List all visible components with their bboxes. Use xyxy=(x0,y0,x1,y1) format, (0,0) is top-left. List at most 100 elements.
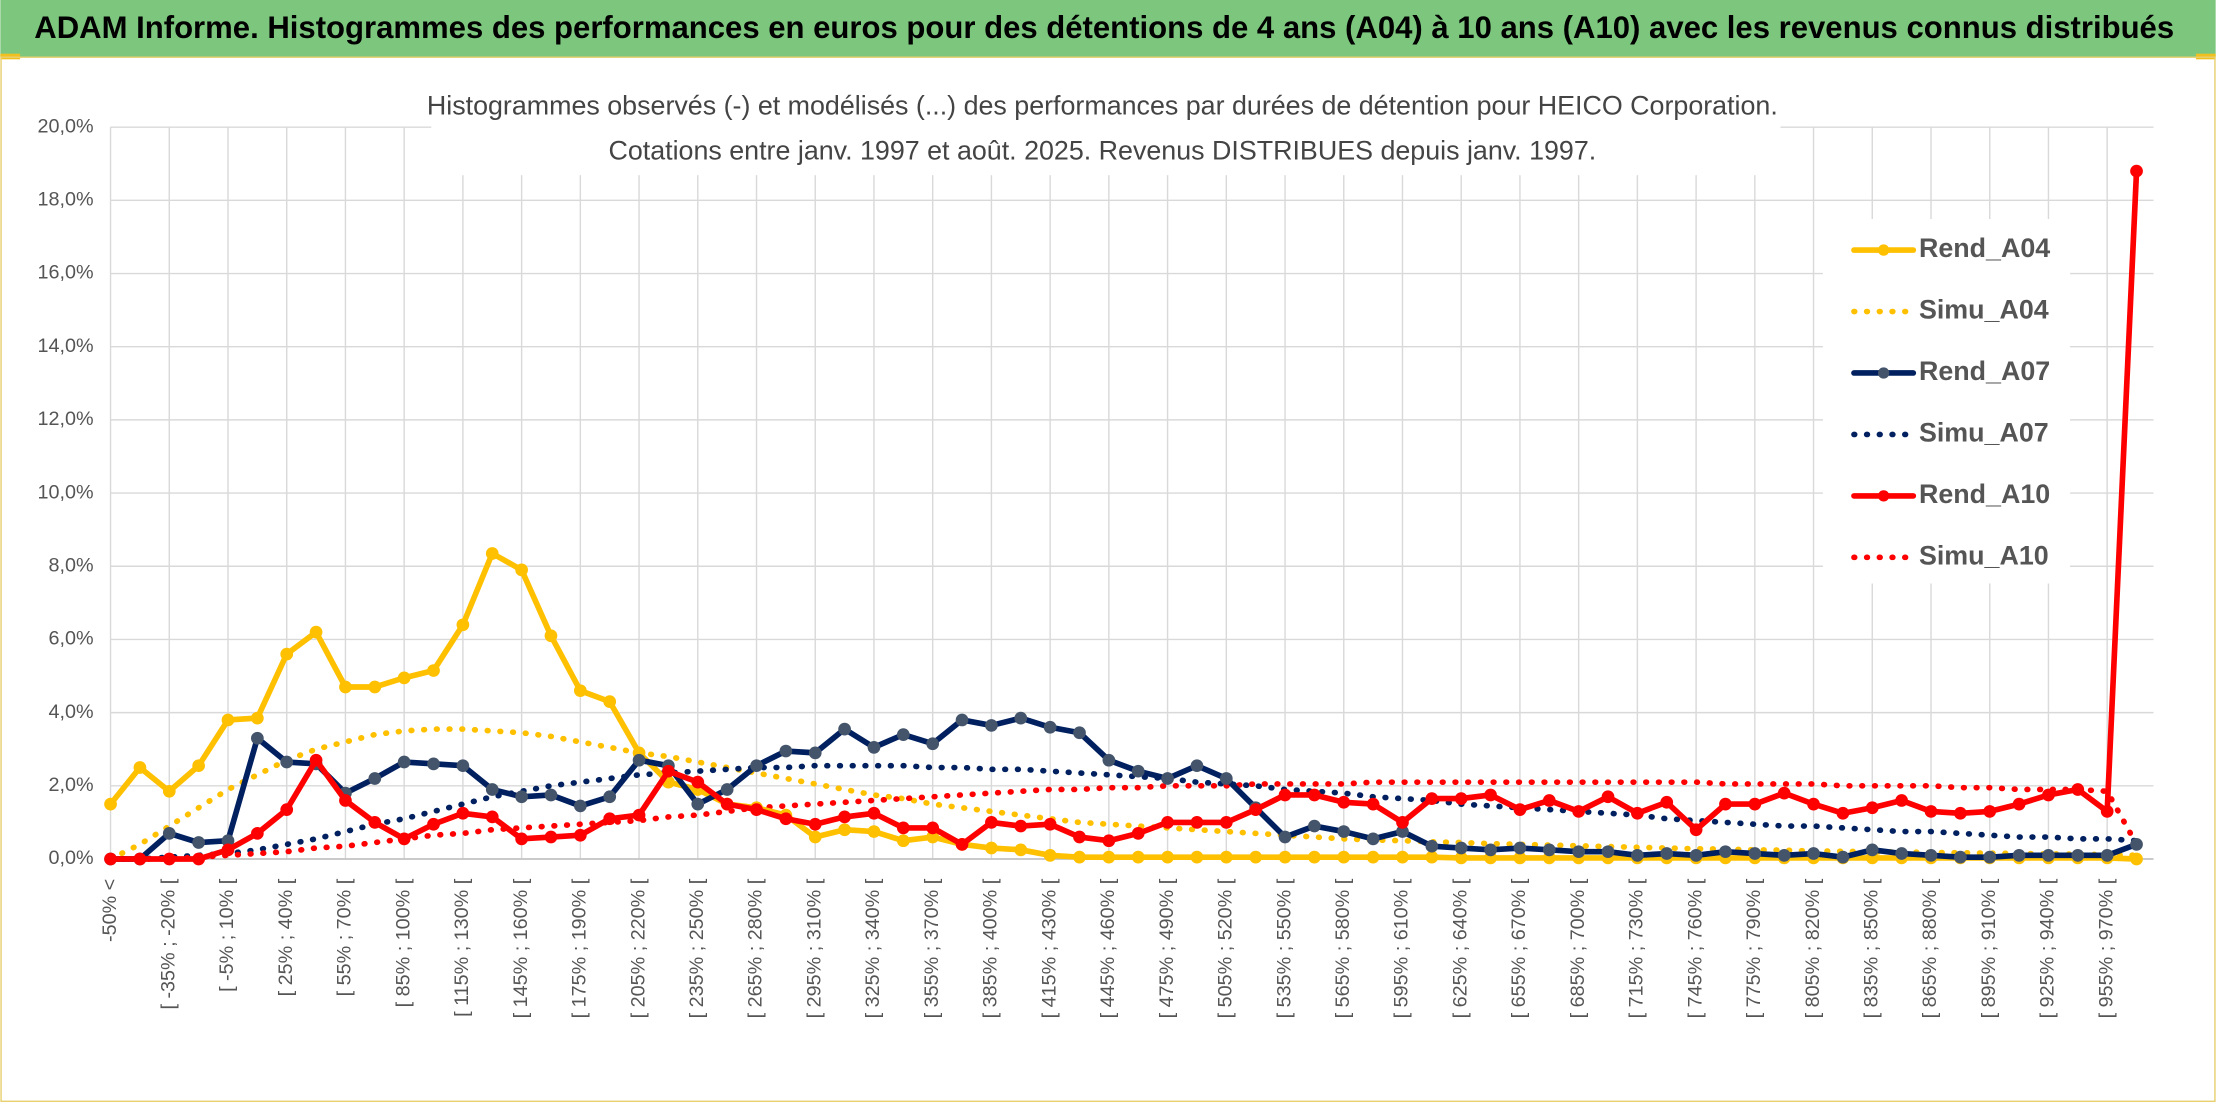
marker xyxy=(838,823,851,837)
marker xyxy=(896,821,910,835)
marker xyxy=(1631,806,1644,820)
x-tick-label: [ 145% ; 160% [ xyxy=(510,878,532,1018)
marker xyxy=(1836,850,1850,864)
marker xyxy=(779,744,793,758)
marker xyxy=(1631,848,1644,862)
marker xyxy=(1249,850,1263,864)
marker xyxy=(192,852,205,866)
marker xyxy=(955,838,969,851)
marker xyxy=(2130,838,2143,851)
marker xyxy=(1131,850,1145,864)
marker xyxy=(397,671,411,685)
marker xyxy=(985,719,998,732)
marker xyxy=(838,722,851,736)
x-tick-label: [ 715% ; 730% [ xyxy=(1626,878,1648,1018)
marker xyxy=(1278,850,1292,864)
header-title: ADAM Informe. Histogrammes des performan… xyxy=(34,10,2174,45)
x-tick-label: [ 925% ; 940% [ xyxy=(2037,878,2059,1018)
marker xyxy=(251,731,264,745)
marker xyxy=(397,755,411,769)
marker xyxy=(1161,772,1174,785)
legend: Rend_A04 Simu_A04 Rend_A07 Simu_A07 Rend_A10… xyxy=(1822,218,2071,584)
marker xyxy=(1425,839,1439,853)
marker xyxy=(1425,850,1439,864)
marker xyxy=(808,746,822,760)
marker xyxy=(280,803,294,816)
marker xyxy=(1924,805,1938,818)
marker xyxy=(1719,845,1732,859)
x-tick-label: [ 175% ; 190% [ xyxy=(569,878,591,1018)
marker xyxy=(1337,850,1351,864)
plot xyxy=(104,164,2143,866)
marker xyxy=(515,832,528,846)
marker xyxy=(251,711,264,725)
marker xyxy=(808,830,822,844)
marker xyxy=(1542,843,1556,857)
marker xyxy=(1865,843,1879,857)
marker xyxy=(192,836,205,849)
x-tick-label: [ 865% ; 880% [ xyxy=(1919,878,1941,1018)
marker xyxy=(573,828,587,842)
marker xyxy=(1366,850,1380,864)
marker xyxy=(368,680,382,694)
marker xyxy=(1249,803,1263,816)
marker xyxy=(1014,711,1028,725)
marker xyxy=(251,827,264,840)
marker xyxy=(867,806,881,820)
legend-label: Rend_A04 xyxy=(1919,233,2050,263)
y-tick-label: 4,0% xyxy=(49,701,94,723)
marker xyxy=(485,783,499,796)
marker xyxy=(1190,759,1204,773)
marker xyxy=(573,684,587,698)
marker xyxy=(544,788,558,802)
x-tick-label: [ -5% ; 10% [ xyxy=(216,878,238,992)
x-tick-label: [ 595% ; 610% [ xyxy=(1391,878,1413,1018)
marker xyxy=(280,755,294,769)
x-tick-label: [ 475% ; 490% [ xyxy=(1156,878,1178,1018)
legend-box xyxy=(1822,218,2071,584)
x-tick-label: [ 805% ; 820% [ xyxy=(1802,878,1824,1018)
x-tick-label: [ 205% ; 220% [ xyxy=(627,878,649,1018)
x-tick-label: [ 355% ; 370% [ xyxy=(921,878,943,1018)
marker xyxy=(1366,797,1380,811)
marker xyxy=(397,832,411,846)
marker xyxy=(427,757,440,771)
x-tick-label: [ 775% ; 790% [ xyxy=(1743,878,1765,1018)
marker xyxy=(1308,819,1321,833)
marker xyxy=(544,830,558,844)
marker xyxy=(1836,806,1850,820)
y-tick-label: 6,0% xyxy=(49,628,94,650)
marker xyxy=(339,794,352,807)
marker xyxy=(1572,805,1586,818)
marker xyxy=(2071,848,2085,862)
marker xyxy=(1190,850,1204,864)
observed-line xyxy=(107,715,2140,862)
marker xyxy=(1043,720,1057,734)
marker xyxy=(779,812,793,826)
marker xyxy=(1102,850,1116,864)
marker xyxy=(1983,805,1997,818)
marker xyxy=(750,759,763,773)
marker xyxy=(867,825,881,838)
marker xyxy=(1161,850,1174,864)
marker xyxy=(1337,795,1351,809)
marker xyxy=(221,843,235,857)
marker xyxy=(1308,850,1321,864)
x-tick-label: [ 505% ; 520% [ xyxy=(1215,878,1237,1018)
marker xyxy=(1777,786,1791,800)
x-tick-label: [ 55% ; 70% [ xyxy=(334,878,356,996)
marker xyxy=(515,790,528,804)
marker xyxy=(1660,795,1674,809)
marker xyxy=(1073,726,1086,740)
legend-label: Rend_A10 xyxy=(1919,479,2050,509)
marker xyxy=(1513,803,1527,816)
marker xyxy=(544,629,558,643)
marker xyxy=(985,841,998,855)
chart-subtitle: Cotations entre janv. 1997 et août. 2025… xyxy=(608,136,1596,166)
marker xyxy=(2012,797,2026,811)
legend-marker xyxy=(1877,367,1890,379)
marker xyxy=(1954,806,1967,820)
marker xyxy=(603,812,617,826)
marker xyxy=(1777,848,1791,862)
x-tick-label: [ 385% ; 400% [ xyxy=(980,878,1002,1018)
